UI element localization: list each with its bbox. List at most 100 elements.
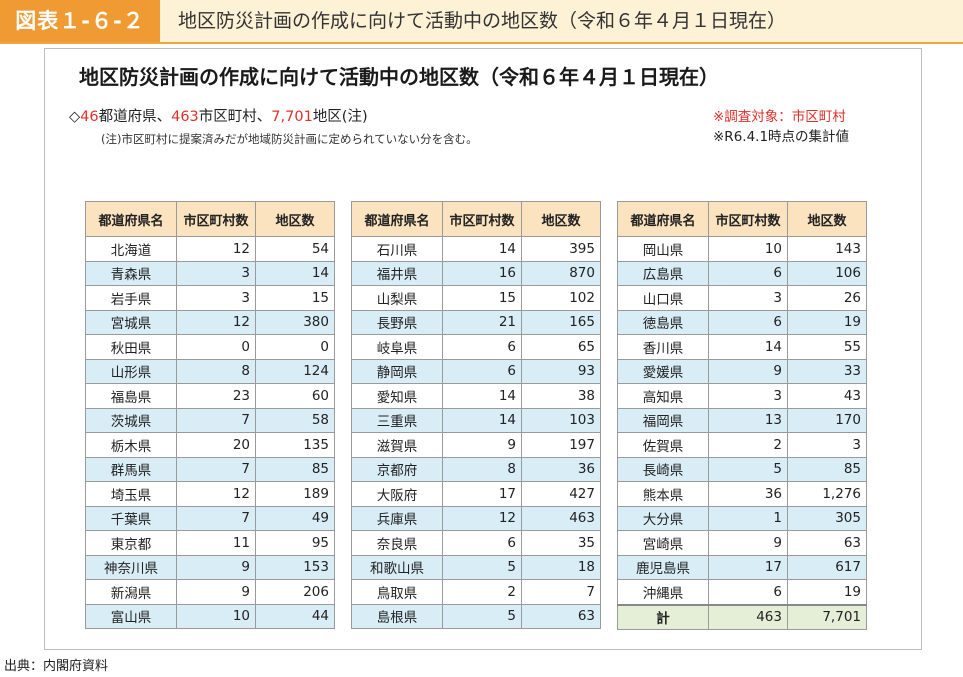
prefecture-name: 滋賀県 (351, 432, 443, 458)
prefecture-name: 大分県 (617, 505, 709, 531)
table-row: 神奈川県 9 153 (85, 554, 335, 580)
municipality-count: 11 (176, 530, 256, 556)
prefecture-name: 岩手県 (85, 285, 177, 311)
prefecture-name: 青森県 (85, 260, 177, 286)
prefecture-name: 富山県 (85, 603, 177, 629)
total-row: 計 463 7,701 (617, 603, 867, 630)
district-count: 93 (521, 358, 601, 384)
side-notes: ※調査対象：市区町村 ※R6.4.1時点の集計値 (713, 107, 849, 147)
district-count: 18 (521, 554, 601, 580)
district-count: 26 (787, 285, 867, 311)
table-header-row: 都道府県名 市区町村数 地区数 (85, 201, 335, 237)
district-count: 15 (255, 285, 335, 311)
district-count: 135 (255, 432, 335, 458)
prefecture-name: 和歌山県 (351, 554, 443, 580)
prefecture-name: 千葉県 (85, 505, 177, 531)
prefecture-name: 長野県 (351, 309, 443, 335)
municipality-count: 14 (442, 236, 522, 262)
prefecture-table-3: 都道府県名 市区町村数 地区数 岡山県 10 143 広島県 6 106 山口県 3 26 徳島県 6 19… (617, 201, 867, 630)
district-count: 65 (521, 334, 601, 360)
summary-pref-count: 46 (80, 109, 99, 125)
prefecture-name: 兵庫県 (351, 505, 443, 531)
municipality-count: 6 (708, 309, 788, 335)
prefecture-name: 岡山県 (617, 236, 709, 262)
prefecture-name: 北海道 (85, 236, 177, 262)
municipality-count: 5 (442, 554, 522, 580)
table-header-row: 都道府県名 市区町村数 地区数 (617, 201, 867, 237)
figure-title: 地区防災計画の作成に向けて活動中の地区数（令和６年４月１日現在） (178, 10, 787, 32)
municipality-count: 17 (708, 554, 788, 580)
prefecture-name: 沖縄県 (617, 579, 709, 605)
municipality-count: 6 (708, 579, 788, 605)
table-row: 沖縄県 6 19 (617, 579, 867, 605)
column-header: 地区数 (255, 201, 335, 237)
municipality-count: 17 (442, 481, 522, 507)
district-count: 305 (787, 505, 867, 531)
municipality-count: 6 (442, 358, 522, 384)
municipality-count: 12 (176, 236, 256, 262)
municipality-count: 10 (176, 603, 256, 629)
table-row: 和歌山県 5 18 (351, 554, 601, 580)
table-row: 奈良県 6 35 (351, 530, 601, 556)
district-count: 19 (787, 579, 867, 605)
column-header: 都道府県名 (351, 201, 443, 237)
table-row: 岡山県 10 143 (617, 236, 867, 262)
prefecture-name: 山口県 (617, 285, 709, 311)
column-header: 市区町村数 (442, 201, 522, 237)
figure-label: 図表１-６-２ (0, 0, 160, 42)
district-count: 102 (521, 285, 601, 311)
district-count: 197 (521, 432, 601, 458)
table-row: 大阪府 17 427 (351, 481, 601, 507)
municipality-count: 9 (442, 432, 522, 458)
municipality-count: 5 (442, 603, 522, 629)
municipality-count: 8 (176, 358, 256, 384)
summary-muni-text: 市区町村、 (198, 109, 272, 125)
prefecture-table-1: 都道府県名 市区町村数 地区数 北海道 12 54 青森県 3 14 岩手県 3 15 宮城県 12 380… (85, 201, 335, 629)
district-count: 7,701 (787, 603, 867, 630)
municipality-count: 2 (442, 579, 522, 605)
table-row: 鳥取県 2 7 (351, 579, 601, 605)
prefecture-name: 熊本県 (617, 481, 709, 507)
prefecture-name: 静岡県 (351, 358, 443, 384)
prefecture-name: 石川県 (351, 236, 443, 262)
prefecture-name: 広島県 (617, 260, 709, 286)
municipality-count: 7 (176, 407, 256, 433)
district-count: 49 (255, 505, 335, 531)
district-count: 153 (255, 554, 335, 580)
municipality-count: 15 (442, 285, 522, 311)
prefecture-name: 山梨県 (351, 285, 443, 311)
table-row: 大分県 1 305 (617, 505, 867, 531)
column-header: 地区数 (787, 201, 867, 237)
district-count: 63 (787, 530, 867, 556)
municipality-count: 6 (708, 260, 788, 286)
prefecture-name: 茨城県 (85, 407, 177, 433)
municipality-count: 9 (708, 358, 788, 384)
municipality-count: 3 (708, 285, 788, 311)
district-count: 124 (255, 358, 335, 384)
table-row: 静岡県 6 93 (351, 358, 601, 384)
table-row: 新潟県 9 206 (85, 579, 335, 605)
table-row: 愛知県 14 38 (351, 383, 601, 409)
summary-district-text: 地区(注) (312, 109, 368, 125)
municipality-count: 6 (442, 530, 522, 556)
district-count: 395 (521, 236, 601, 262)
page-title: 地区防災計画の作成に向けて活動中の地区数（令和６年４月１日現在） (79, 65, 719, 89)
prefecture-name: 島根県 (351, 603, 443, 629)
district-count: 870 (521, 260, 601, 286)
district-count: 103 (521, 407, 601, 433)
municipality-count: 1 (708, 505, 788, 531)
district-count: 63 (521, 603, 601, 629)
district-count: 143 (787, 236, 867, 262)
prefecture-name: 福島県 (85, 383, 177, 409)
prefecture-name: 山形県 (85, 358, 177, 384)
prefecture-name: 栃木県 (85, 432, 177, 458)
column-header: 市区町村数 (176, 201, 256, 237)
table-row: 愛媛県 9 33 (617, 358, 867, 384)
prefecture-table-2: 都道府県名 市区町村数 地区数 石川県 14 395 福井県 16 870 山梨県 15 102 長野県… (351, 201, 601, 629)
municipality-count: 12 (176, 309, 256, 335)
district-count: 44 (255, 603, 335, 629)
table-header-row: 都道府県名 市区町村数 地区数 (351, 201, 601, 237)
prefecture-name: 愛媛県 (617, 358, 709, 384)
municipality-count: 14 (442, 407, 522, 433)
municipality-count: 10 (708, 236, 788, 262)
